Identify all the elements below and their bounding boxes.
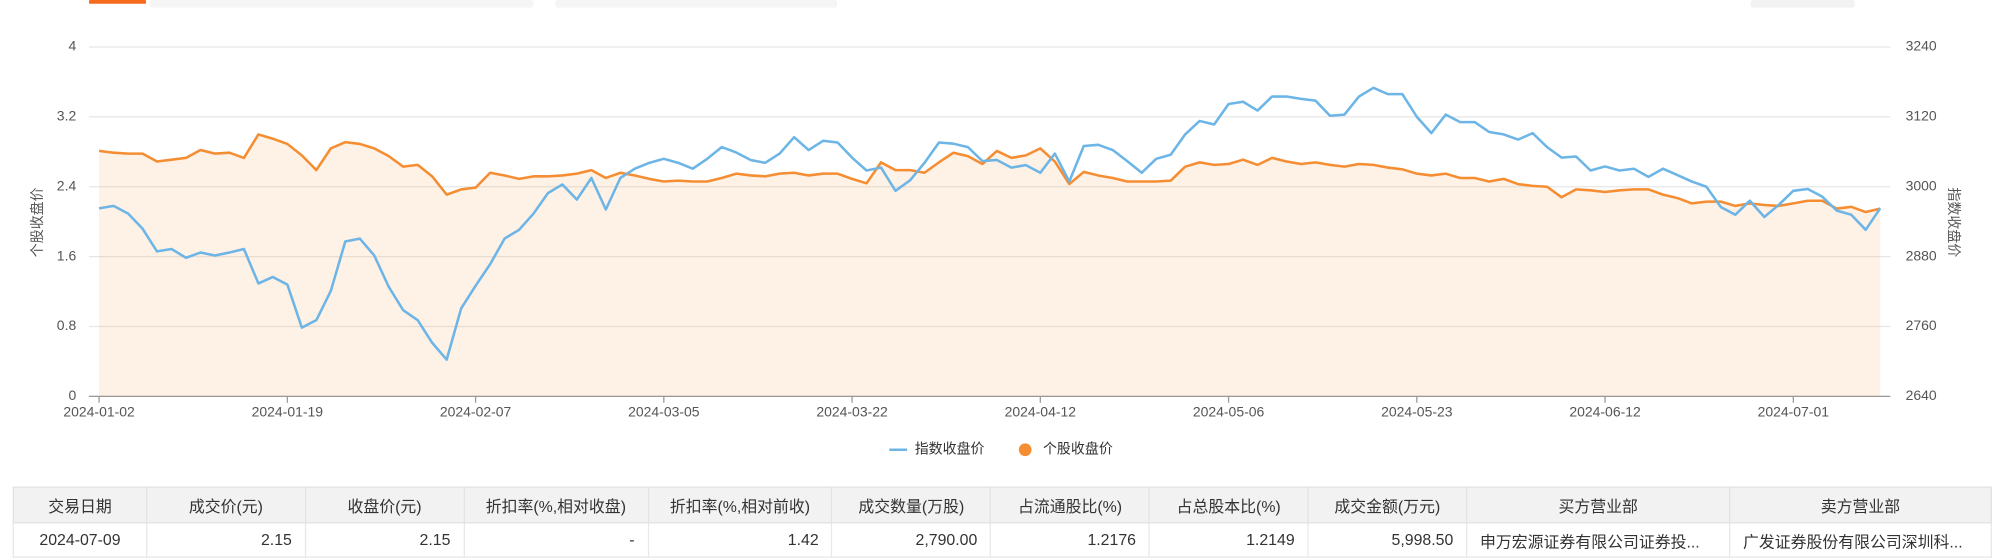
x-tick-label: 2024-05-06	[1193, 404, 1265, 420]
y2-tick-label: 3240	[1906, 38, 1937, 54]
x-tick-label: 2024-02-07	[440, 404, 512, 420]
column-header[interactable]: 买方营业部	[1466, 486, 1731, 524]
filter-box[interactable]	[555, 0, 838, 8]
cell: 2.15	[304, 522, 465, 558]
column-header[interactable]: 成交金额(万元)	[1307, 486, 1468, 524]
y2-tick-label: 3000	[1906, 177, 1937, 193]
header-row: 交易日期 成交价(元) 收盘价(元) 折扣率(%,相对收盘) 折扣率(%,相对前收) 成交…	[12, 486, 1992, 524]
x-tick-label: 2024-07-01	[1758, 404, 1830, 420]
legend-icon	[1018, 443, 1032, 457]
x-tick-label: 2024-01-19	[252, 404, 324, 420]
column-header[interactable]: 占流通股比(%)	[990, 486, 1150, 524]
x-tick-label: 2024-04-12	[1005, 404, 1077, 420]
x-tick-label: 2024-01-02	[63, 404, 135, 420]
trade-table: 交易日期 成交价(元) 收盘价(元) 折扣率(%,相对收盘) 折扣率(%,相对前收) 成交…	[12, 486, 1992, 558]
legend-label: 指数收盘价	[915, 440, 985, 456]
filter-box[interactable]	[149, 0, 534, 8]
cell: 1.2176	[990, 522, 1150, 558]
y-tick-label: 2.4	[57, 177, 77, 193]
column-header[interactable]: 卖方营业部	[1728, 486, 1992, 524]
column-header[interactable]: 占总股本比(%)	[1148, 486, 1309, 524]
x-tick-label: 2024-03-05	[628, 404, 700, 420]
line	[98, 86, 1882, 361]
y-axis-title: 个股收盘价	[29, 187, 45, 257]
column-header[interactable]: 成交数量(万股)	[831, 486, 992, 524]
column-header[interactable]: 成交价(元)	[145, 486, 306, 524]
column-header[interactable]: 收盘价(元)	[304, 486, 465, 524]
cell: 5,998.50	[1307, 522, 1468, 558]
cell: 1.42	[647, 522, 833, 558]
y-tick-label: 1.6	[57, 247, 77, 263]
cell: 广发证券股份有限公司深圳科...	[1728, 522, 1992, 558]
column-header[interactable]: 折扣率(%,相对收盘)	[463, 486, 649, 524]
column-header[interactable]: 折扣率(%,相对前收)	[647, 486, 833, 524]
y2-tick-label: 2760	[1906, 317, 1937, 333]
y2-tick-label: 2640	[1906, 387, 1937, 403]
area	[99, 134, 1881, 397]
chart: 个股收盘价 指数收盘价 0 0.8 1.6 2.4 3.2 4 2640 2760 2880 30…	[29, 0, 1962, 457]
cell: 申万宏源证券有限公司证券投...	[1466, 522, 1731, 558]
x-tick-label: 2024-05-23	[1381, 404, 1453, 420]
y-tick-label: 4	[68, 38, 76, 54]
x-tick-label: 2024-06-12	[1569, 404, 1641, 420]
line	[98, 133, 1881, 214]
y-tick-label: 0.8	[57, 317, 77, 333]
cell: 2024-07-09	[12, 522, 148, 558]
y-tick-label: 3.2	[57, 108, 77, 124]
y2-tick-label: 3120	[1906, 108, 1937, 124]
y2-tick-label: 2880	[1906, 247, 1937, 263]
tab-button[interactable]	[88, 0, 147, 4]
cell: 2,790.00	[831, 522, 992, 558]
column-header[interactable]: 交易日期	[12, 486, 148, 524]
data-row[interactable]: 2024-07-09 2.15 2.15-1.42 2,790.00 1.2176 1.2…	[12, 522, 1992, 558]
legend-label: 个股收盘价	[1043, 440, 1113, 456]
x-tick-label: 2024-03-22	[816, 404, 888, 420]
cell: -	[463, 522, 649, 558]
y-tick-label: 0	[68, 387, 76, 403]
cell: 2.15	[145, 522, 306, 558]
action-button[interactable]	[1750, 0, 1855, 8]
cell: 1.2149	[1148, 522, 1309, 558]
y2-axis-title: 指数收盘价	[1946, 187, 1962, 257]
